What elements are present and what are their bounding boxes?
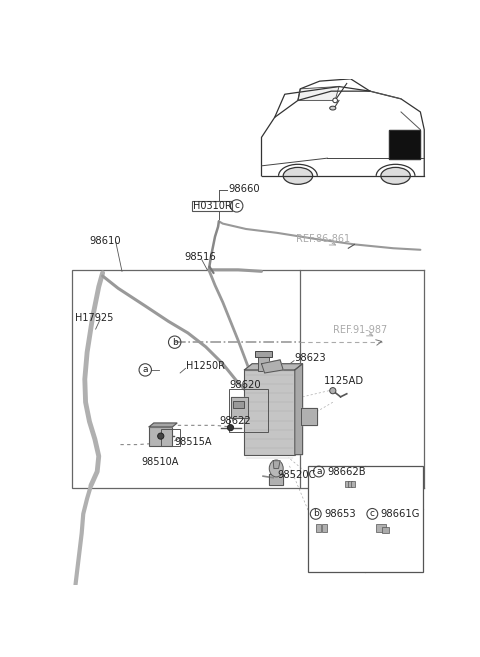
- Circle shape: [157, 433, 164, 439]
- Text: 98662B: 98662B: [327, 466, 366, 476]
- Text: c: c: [234, 202, 239, 210]
- Bar: [258, 355, 269, 371]
- Polygon shape: [262, 360, 283, 373]
- Circle shape: [330, 388, 336, 394]
- Bar: [161, 429, 180, 446]
- Bar: [192, 200, 232, 212]
- Text: 1125AD: 1125AD: [324, 376, 364, 386]
- Bar: [316, 524, 321, 532]
- Bar: [149, 427, 172, 446]
- Text: 98622: 98622: [219, 417, 251, 426]
- Text: H0310R: H0310R: [192, 201, 231, 211]
- Bar: [345, 481, 349, 487]
- Polygon shape: [230, 397, 248, 419]
- Text: H17925: H17925: [75, 313, 114, 323]
- Bar: [383, 527, 389, 533]
- Text: H1250R: H1250R: [186, 361, 225, 371]
- Text: REF.86-861: REF.86-861: [296, 234, 350, 244]
- Polygon shape: [301, 409, 316, 425]
- Polygon shape: [269, 474, 283, 486]
- Ellipse shape: [330, 106, 336, 110]
- Text: a: a: [316, 467, 322, 476]
- Text: REF.91-987: REF.91-987: [333, 325, 387, 335]
- Bar: [255, 351, 272, 357]
- Text: 98661G: 98661G: [380, 509, 420, 519]
- Polygon shape: [244, 364, 302, 370]
- Text: 98610: 98610: [89, 236, 121, 246]
- Bar: [72, 270, 300, 489]
- Text: 98515A: 98515A: [175, 438, 212, 447]
- Text: b: b: [313, 509, 319, 518]
- Text: 98660: 98660: [228, 184, 260, 194]
- Text: c: c: [370, 509, 375, 518]
- Ellipse shape: [269, 460, 283, 477]
- Text: 98510A: 98510A: [142, 457, 179, 467]
- Polygon shape: [273, 461, 280, 468]
- Ellipse shape: [228, 424, 234, 431]
- Bar: [376, 524, 385, 532]
- Ellipse shape: [381, 168, 410, 185]
- Ellipse shape: [283, 168, 312, 185]
- Bar: [229, 389, 268, 432]
- Text: 98520C: 98520C: [277, 470, 315, 480]
- Polygon shape: [298, 87, 339, 101]
- Text: 98653: 98653: [324, 509, 356, 519]
- Text: 98620: 98620: [229, 380, 261, 390]
- Text: 98623: 98623: [294, 353, 325, 363]
- Bar: [308, 466, 423, 572]
- Circle shape: [333, 98, 337, 102]
- Text: a: a: [143, 365, 148, 374]
- Bar: [233, 401, 244, 409]
- Bar: [322, 524, 327, 532]
- Text: 98516: 98516: [184, 252, 216, 263]
- Polygon shape: [389, 129, 420, 159]
- Polygon shape: [295, 364, 302, 455]
- Polygon shape: [149, 423, 177, 427]
- Bar: [348, 481, 352, 487]
- Bar: [244, 370, 295, 455]
- Bar: [351, 481, 355, 487]
- Text: b: b: [172, 338, 178, 347]
